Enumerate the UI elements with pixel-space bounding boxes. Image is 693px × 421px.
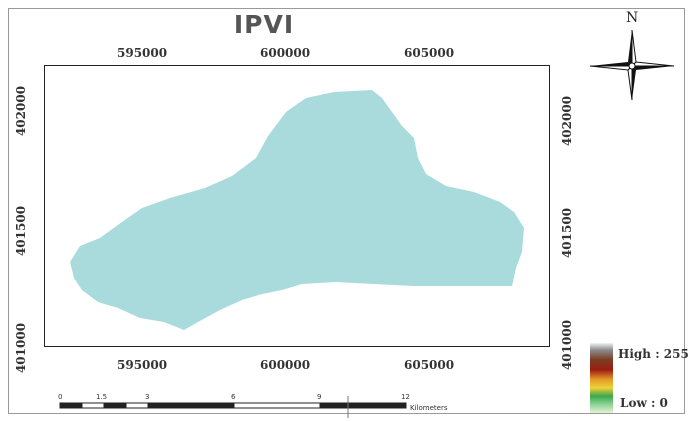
- coord-top-3: 605000: [404, 46, 455, 60]
- map-title: IPVI: [233, 10, 295, 39]
- scale-unit-label: Kilometers: [410, 404, 448, 412]
- coord-bottom-1: 595000: [117, 358, 168, 372]
- coord-bottom-2: 600000: [260, 358, 311, 372]
- legend-low-label: Low : 0: [620, 396, 668, 410]
- scale-tick-2: 3: [145, 393, 150, 401]
- ipvi-region-shape: [70, 90, 524, 330]
- coord-top-2: 600000: [260, 46, 311, 60]
- scale-tick-0: 0: [58, 393, 63, 401]
- scale-tick-4: 9: [317, 393, 322, 401]
- scale-tick-3: 6: [231, 393, 236, 401]
- coord-top-1: 595000: [117, 46, 168, 60]
- scale-tick-5: 12: [401, 393, 410, 401]
- north-label: N: [626, 10, 639, 26]
- legend-high-label: High : 255: [618, 347, 689, 361]
- scale-tick-1: 1.5: [96, 393, 108, 401]
- coord-bottom-3: 605000: [404, 358, 455, 372]
